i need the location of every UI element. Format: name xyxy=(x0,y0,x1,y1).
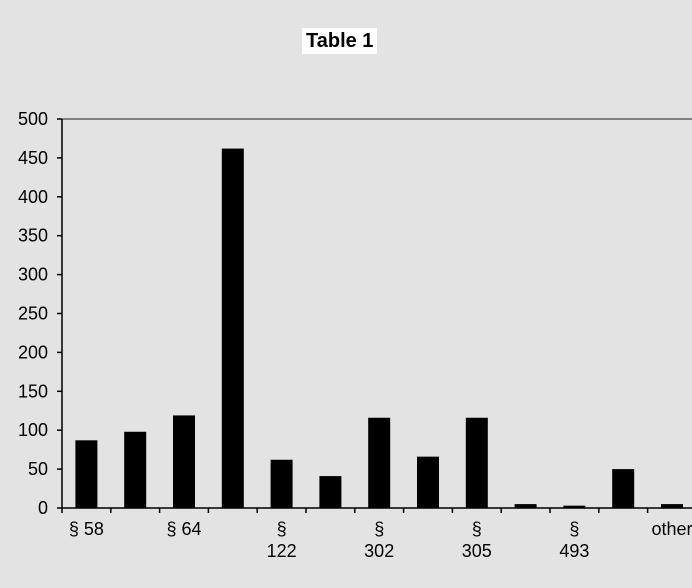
x-tick-label: § 58 xyxy=(69,519,104,539)
bar xyxy=(612,469,635,508)
y-tick-label: 400 xyxy=(18,187,48,207)
y-tick-label: 50 xyxy=(28,459,48,479)
bar xyxy=(173,415,195,508)
x-tick-label: § 302 xyxy=(364,519,394,561)
y-tick-label: 150 xyxy=(18,381,48,401)
bar xyxy=(661,504,683,508)
y-tick-label: 300 xyxy=(18,265,48,285)
y-tick-label: 500 xyxy=(18,109,48,129)
chart-title: Table 1 xyxy=(302,28,378,54)
x-axis: § 58 § 64 § 122 § 302 § 305 § 493 other xyxy=(61,507,692,561)
bar xyxy=(514,504,537,508)
x-tick-label: § 122 xyxy=(267,519,297,561)
x-tick-label: other xyxy=(651,519,692,539)
y-tick-label: 0 xyxy=(38,498,48,518)
x-tick-label: § 64 xyxy=(166,519,201,539)
bar xyxy=(368,417,391,508)
y-axis: 0 50 100 150 200 250 300 350 400 450 500 xyxy=(18,109,63,518)
x-tick-label: § 493 xyxy=(559,519,589,561)
y-tick-label: 450 xyxy=(18,148,48,168)
y-tick-label: 250 xyxy=(18,304,48,324)
bar xyxy=(465,417,488,508)
x-tick-label: § 305 xyxy=(462,519,492,561)
bar xyxy=(319,476,342,508)
y-tick-label: 350 xyxy=(18,226,48,246)
y-tick-label: 200 xyxy=(18,342,48,362)
bar xyxy=(124,431,147,508)
bars xyxy=(75,148,683,508)
bar xyxy=(221,148,244,508)
bar xyxy=(563,505,586,508)
bar xyxy=(270,459,293,508)
bar xyxy=(417,456,439,508)
bar xyxy=(75,440,98,508)
y-tick-label: 100 xyxy=(18,420,48,440)
